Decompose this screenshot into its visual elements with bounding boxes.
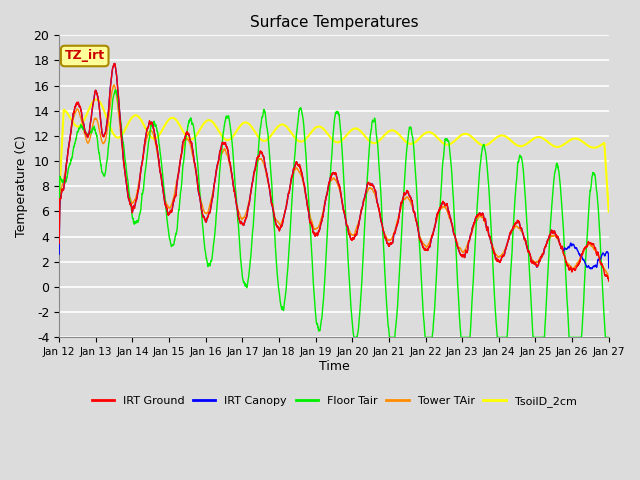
Title: Surface Temperatures: Surface Temperatures: [250, 15, 419, 30]
X-axis label: Time: Time: [319, 360, 349, 373]
Y-axis label: Temperature (C): Temperature (C): [15, 135, 28, 237]
Legend: IRT Ground, IRT Canopy, Floor Tair, Tower TAir, TsoilD_2cm: IRT Ground, IRT Canopy, Floor Tair, Towe…: [87, 391, 581, 411]
Text: TZ_irt: TZ_irt: [65, 49, 105, 62]
